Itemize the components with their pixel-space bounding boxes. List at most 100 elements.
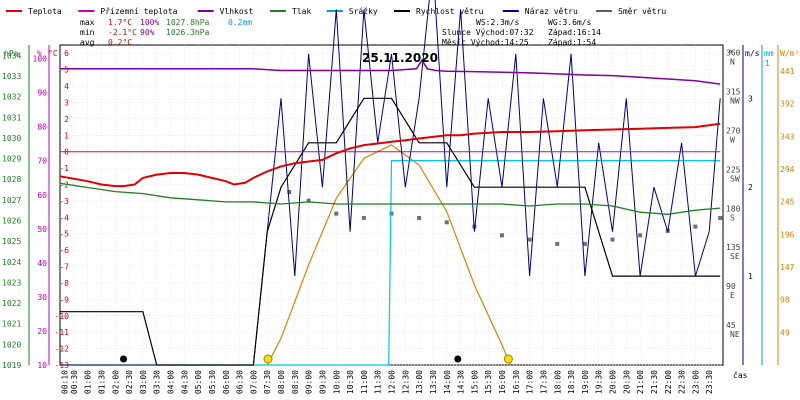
stat-0-2: 100% [140,18,159,27]
tick-hpa: 1026 [2,216,21,225]
tick-dir-label: E [730,291,735,300]
tick-x: 03:00 [139,370,148,394]
axis-unit-degc: °C [48,49,58,58]
series-layer [59,0,723,366]
tick-mm: 1 [765,59,770,68]
legend-label-5: Rychlost větru [416,7,484,16]
stats-panel: max 1.7°C 100% 1027.8hPa 0.2mm min -2.1°C 90% 10… [80,18,601,47]
tick-temp: 4 [64,82,69,91]
chart-title: 25.11.2020 [362,51,438,65]
tick-x: 10:00 [332,370,341,394]
stat-gust: WG:3.6m/s [548,18,592,27]
moonrise-marker [454,355,462,363]
tick-x: 16:00 [498,370,507,394]
tick-temp: -7 [59,263,69,272]
tick-x: 20:00 [609,370,618,394]
tick-x: 14:30 [457,370,466,394]
tick-hpa: 1029 [2,155,21,164]
tick-temp: -1 [59,164,69,173]
tick-x: 12:30 [401,370,410,394]
tick-temp: -9 [59,295,69,304]
tick-x: 15:00 [470,370,479,394]
tick-dir-deg: 360 [726,49,741,58]
axes: hPa% °C ° m/s mm W/m²čas103410331032103110301… [2,45,799,394]
stat-0-1: 1.7°C [108,18,132,27]
tick-x: 10:30 [346,370,355,394]
tick-x: 17:00 [526,370,535,394]
series-pressure [59,182,721,215]
tick-x: 01:30 [97,370,106,394]
tick-sol: 49 [780,328,790,337]
tick-temp: -8 [59,279,69,288]
stat-0-3: 1027.8hPa [166,18,210,27]
grid [60,45,723,366]
tick-temp: 1 [64,131,69,140]
point-wind-dir [287,190,292,195]
stat-sun-set: Západ:16:14 [548,28,601,37]
series-solar [266,144,511,366]
tick-pct: 40 [37,259,47,268]
tick-x: 19:00 [581,370,590,394]
tick-hpa: 1023 [2,278,21,287]
stat-1-3: 1026.3hPa [166,28,210,37]
point-wind-dir [693,224,698,229]
tick-x: 02:30 [125,370,134,394]
tick-x: 21:00 [636,370,645,394]
tick-x: 16:30 [512,370,521,394]
tick-x: 08:00 [277,370,286,394]
tick-pct: 100 [33,55,48,64]
tick-x: 13:30 [429,370,438,394]
tick-hpa: 1020 [2,340,21,349]
tick-x: 15:30 [484,370,493,394]
tick-dir-label: SW [730,174,740,183]
tick-x: 01:00 [84,370,93,394]
tick-sol: 196 [780,230,795,239]
point-wind-dir [389,211,394,216]
tick-dir-deg: 90 [726,282,736,291]
tick-sol: 343 [780,132,795,141]
axis-unit-ms: m/s [745,49,760,58]
tick-sol: 98 [780,296,790,305]
tick-dir-label: N [730,58,735,67]
tick-x: 09:00 [305,370,314,394]
stat-1-1: -2.1°C [108,28,137,37]
stat-1-2: 90% [140,28,155,37]
axis-unit-hpa: hPa [4,49,19,58]
tick-x: 03:30 [153,370,162,394]
series-gust [60,0,721,366]
tick-x: 12:00 [388,370,397,394]
tick-temp: -4 [59,213,69,222]
axis-unit-mm: mm [764,49,774,58]
sunrise-marker [263,354,273,364]
tick-temp: -5 [59,230,69,239]
tick-x: 22:00 [664,370,673,394]
tick-pct: 10 [37,361,47,370]
tick-ms: 1 [748,272,753,281]
point-wind-dir [610,237,615,242]
tick-x: 14:00 [443,370,452,394]
tick-dir-deg: 45 [726,321,736,330]
legend-label-2: Vlhkost [220,7,254,16]
tick-hpa: 1030 [2,134,21,143]
axis-unit-deg: ° [728,49,733,58]
point-wind-dir [417,215,422,220]
stat-moon-set: Západ:1:54 [548,38,596,47]
tick-x: 05:00 [194,370,203,394]
stat-0-0: max [80,18,95,27]
legend-label-6: Náraz větru [525,7,578,16]
tick-x: 18:30 [567,370,576,394]
tick-dir-deg: 315 [726,88,741,97]
tick-dir-deg: 135 [726,243,741,252]
axis-unit-pct: % [37,49,42,58]
tick-temp: 3 [64,98,69,107]
point-wind-dir [444,220,449,225]
tick-temp: -3 [59,197,69,206]
tick-x: 06:30 [236,370,245,394]
point-wind-dir [306,198,311,203]
tick-x: 17:30 [539,370,548,394]
series-humidity [60,58,721,85]
point-wind-dir [361,215,366,220]
tick-dir-deg: 270 [726,126,741,135]
legend-label-3: Tlak [292,7,311,16]
point-wind-dir [638,233,643,238]
